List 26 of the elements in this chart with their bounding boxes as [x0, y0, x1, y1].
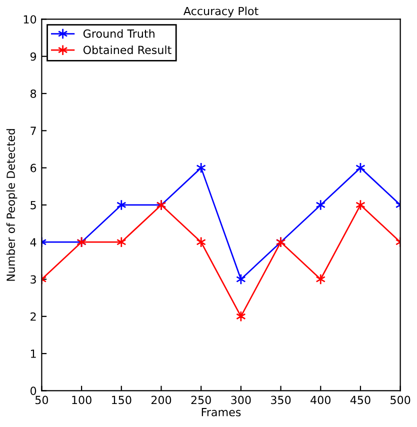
x-tick-label: 450	[350, 396, 370, 404]
chart-title: Accuracy Plot	[183, 6, 258, 18]
x-tick-label: 500	[390, 396, 410, 404]
x-tick-label: 200	[151, 396, 172, 404]
x-tick-label: 400	[310, 396, 330, 404]
y-tick-label: 4	[30, 238, 36, 246]
y-tick-label: 7	[30, 126, 36, 135]
x-tick-label: 250	[191, 396, 211, 404]
y-tick-label: 1	[30, 350, 36, 358]
x-tick-label: 350	[271, 396, 291, 404]
x-tick-label: 300	[231, 396, 251, 404]
legend-label: Obtained Result	[83, 46, 172, 54]
x-tick-label: 50	[35, 396, 48, 404]
y-tick-label: 0	[30, 386, 36, 396]
y-tick-label: 9	[30, 52, 36, 61]
y-tick-label: 6	[30, 164, 36, 172]
x-tick-label: 100	[72, 396, 92, 404]
y-tick-label: 10	[24, 15, 36, 24]
y-tick-label: 8	[30, 89, 36, 98]
y-axis-title: Number of People Detected	[6, 129, 18, 281]
x-axis-title: Frames	[202, 408, 241, 416]
y-tick-label: 5	[30, 201, 36, 210]
y-tick-label: 2	[30, 312, 36, 321]
legend-label: Ground Truth	[83, 29, 154, 38]
y-tick-label: 3	[30, 275, 36, 284]
x-tick-label: 150	[112, 396, 132, 404]
